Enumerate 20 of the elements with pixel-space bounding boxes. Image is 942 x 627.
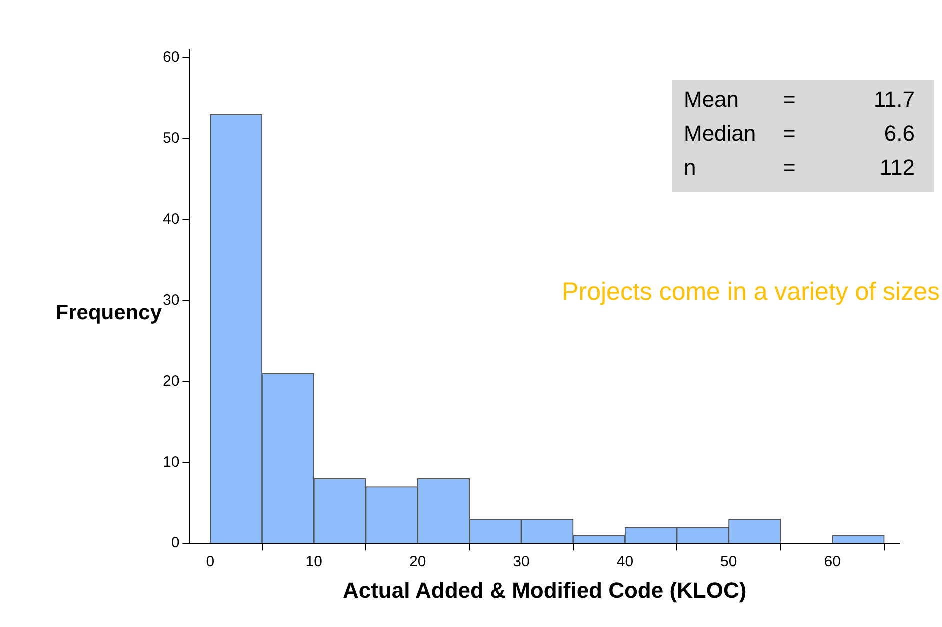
y-tick-label: 30 <box>162 292 180 309</box>
y-tick-label: 40 <box>162 211 180 228</box>
x-axis-title: Actual Added & Modified Code (KLOC) <box>342 578 747 603</box>
x-tick-label: 50 <box>720 554 738 571</box>
text: n = 112 <box>684 155 915 180</box>
x-tick-label: 60 <box>824 554 841 571</box>
y-tick-label: 0 <box>171 534 180 552</box>
x-tick-label: 30 <box>513 554 530 571</box>
x-tick-label: 20 <box>409 554 426 571</box>
x-tick-label: 10 <box>306 554 322 571</box>
y-tick-label: 60 <box>162 49 180 66</box>
annotation: Projects come in a variety of sizes <box>562 278 940 306</box>
y-tick-label: 20 <box>162 372 180 390</box>
y-tick-label: 50 <box>162 130 180 148</box>
text: Median = 6.6 <box>684 121 915 146</box>
text: Mean = 11.7 <box>684 87 915 112</box>
y-axis-title: Frequency <box>56 302 162 325</box>
x-tick-label: 0 <box>206 554 215 571</box>
y-tick-label: 10 <box>162 454 180 471</box>
x-tick-label: 40 <box>616 554 634 571</box>
